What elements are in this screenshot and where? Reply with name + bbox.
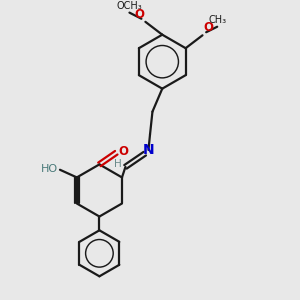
Text: H: H	[114, 159, 122, 169]
Text: O: O	[119, 145, 129, 158]
Text: CH₃: CH₃	[208, 16, 226, 26]
Text: OCH₃: OCH₃	[117, 2, 142, 11]
Text: N: N	[143, 143, 154, 157]
Text: O: O	[134, 8, 144, 21]
Text: O: O	[204, 21, 214, 34]
Text: HO: HO	[41, 164, 58, 174]
